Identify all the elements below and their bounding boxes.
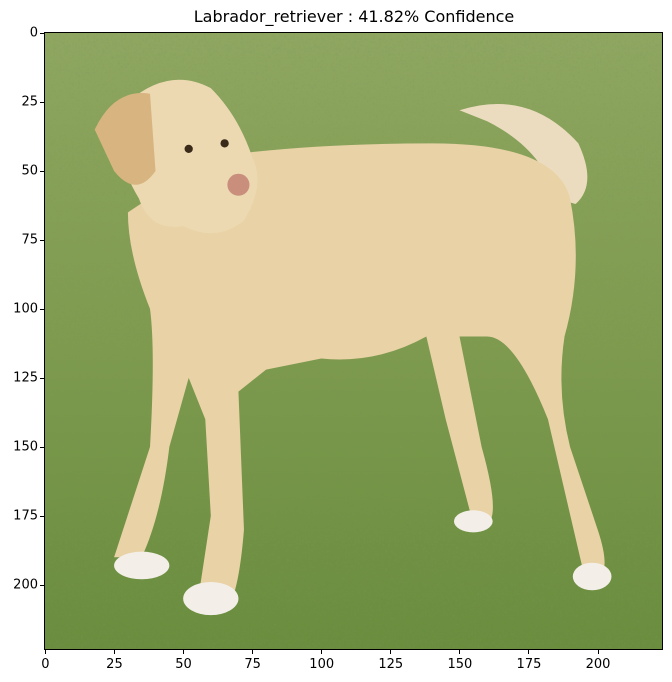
x-tick-mark [44, 650, 46, 654]
y-tick-mark [40, 32, 44, 34]
y-tick-label: 50 [21, 163, 38, 179]
x-tick-label: 0 [41, 657, 50, 672]
x-tick-label: 25 [106, 657, 123, 672]
y-tick-label: 175 [13, 508, 38, 524]
x-tick-label: 100 [309, 657, 335, 672]
x-tick-mark [459, 650, 461, 654]
y-tick-mark [40, 515, 44, 517]
x-tick-mark [528, 650, 530, 654]
x-tick-label: 200 [585, 657, 611, 672]
x-tick-mark [321, 650, 323, 654]
y-tick-mark [40, 446, 44, 448]
x-tick-mark [597, 650, 599, 654]
x-tick-label: 50 [175, 657, 192, 672]
x-tick-label: 175 [516, 657, 542, 672]
x-tick-mark [183, 650, 185, 654]
plot-title: Labrador_retriever : 41.82% Confidence [193, 7, 515, 26]
y-tick-label: 25 [21, 94, 38, 110]
x-tick-label: 75 [244, 657, 261, 672]
x-tick-label: 125 [378, 657, 404, 672]
y-tick-label: 200 [13, 577, 38, 593]
y-tick-mark [40, 308, 44, 310]
x-tick-mark [390, 650, 392, 654]
image-axes [44, 32, 663, 650]
y-tick-mark [40, 377, 44, 379]
y-tick-label: 100 [13, 301, 38, 317]
y-tick-label: 150 [13, 439, 38, 455]
dog-image [45, 33, 662, 649]
y-tick-label: 75 [21, 232, 38, 248]
y-tick-label: 125 [13, 370, 38, 386]
y-tick-mark [40, 170, 44, 172]
y-tick-label: 0 [29, 25, 38, 41]
x-tick-mark [252, 650, 254, 654]
y-tick-mark [40, 101, 44, 103]
y-tick-mark [40, 584, 44, 586]
x-tick-label: 150 [447, 657, 473, 672]
y-tick-mark [40, 239, 44, 241]
dog [94, 79, 612, 616]
x-tick-mark [113, 650, 115, 654]
